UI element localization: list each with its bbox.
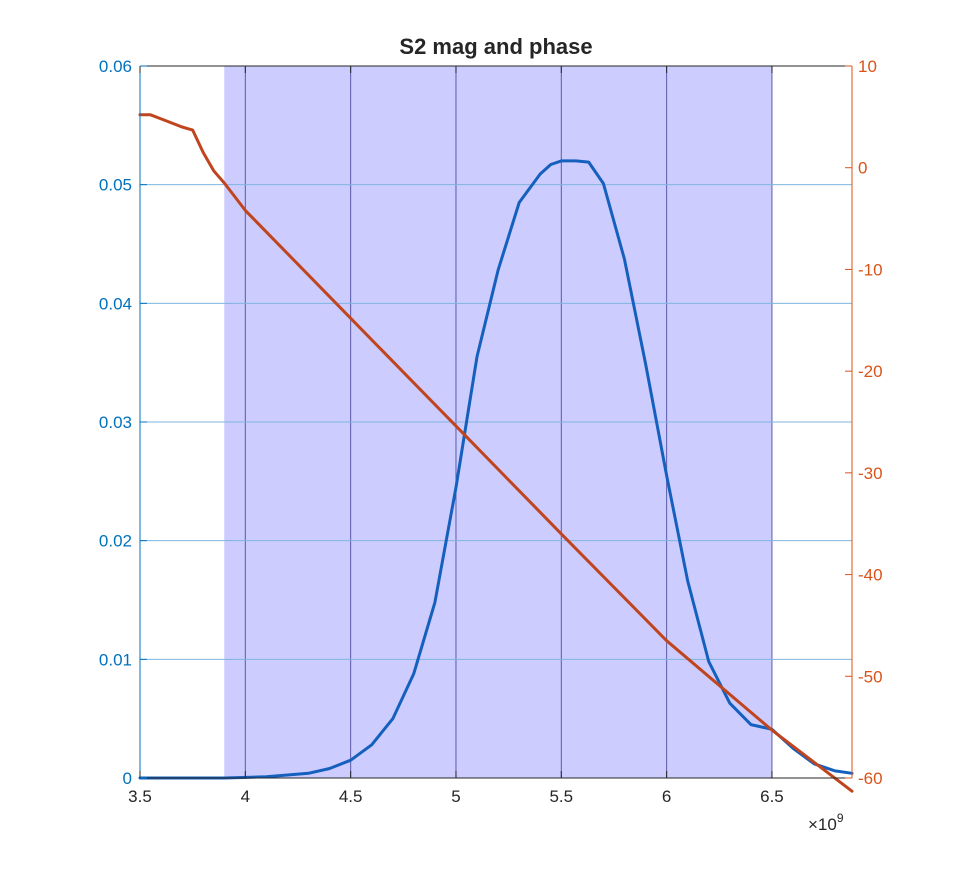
x-exponent-label: ×109 bbox=[808, 811, 844, 834]
x-exponent-power: 9 bbox=[837, 811, 844, 825]
x-tick-label: 3.5 bbox=[128, 787, 152, 806]
x-tick-label: 5.5 bbox=[549, 787, 573, 806]
x-tick-label: 6.5 bbox=[760, 787, 784, 806]
y-left-tick-label: 0.04 bbox=[99, 294, 132, 313]
y-right-tick-label: -20 bbox=[858, 362, 883, 381]
x-tick-label: 4.5 bbox=[339, 787, 363, 806]
y-left-tick-label: 0.03 bbox=[99, 413, 132, 432]
chart-title: S2 mag and phase bbox=[399, 34, 592, 59]
series-layer bbox=[138, 113, 854, 793]
phase-series-line bbox=[138, 113, 854, 793]
y-right-tick-label: -40 bbox=[858, 566, 883, 585]
y-left-tick-label: 0 bbox=[123, 769, 132, 788]
y-right-tick-label: -30 bbox=[858, 464, 883, 483]
magnitude-series-line bbox=[138, 159, 854, 780]
y-right-tick-label: 10 bbox=[858, 57, 877, 76]
x-tick-label: 6 bbox=[662, 787, 671, 806]
y-right-tick-label: -50 bbox=[858, 667, 883, 686]
y-left-tick-label: 0.01 bbox=[99, 650, 132, 669]
x-tick-label: 5 bbox=[451, 787, 460, 806]
ticks-layer: 3.5 4 4.5 5 5.5 6 6.5 0 0.01 0.02 0.03 0.04 0.05 0.06… bbox=[99, 57, 883, 806]
y-left-tick-label: 0.02 bbox=[99, 532, 132, 551]
y-left-tick-label: 0.05 bbox=[99, 176, 132, 195]
y-right-tick-label: -10 bbox=[858, 260, 883, 279]
y-right-tick-label: 0 bbox=[858, 159, 867, 178]
y-left-tick-label: 0.06 bbox=[99, 57, 132, 76]
y-right-tick-label: -60 bbox=[858, 769, 883, 788]
grid-layer bbox=[140, 66, 852, 778]
x-tick-label: 4 bbox=[241, 787, 250, 806]
